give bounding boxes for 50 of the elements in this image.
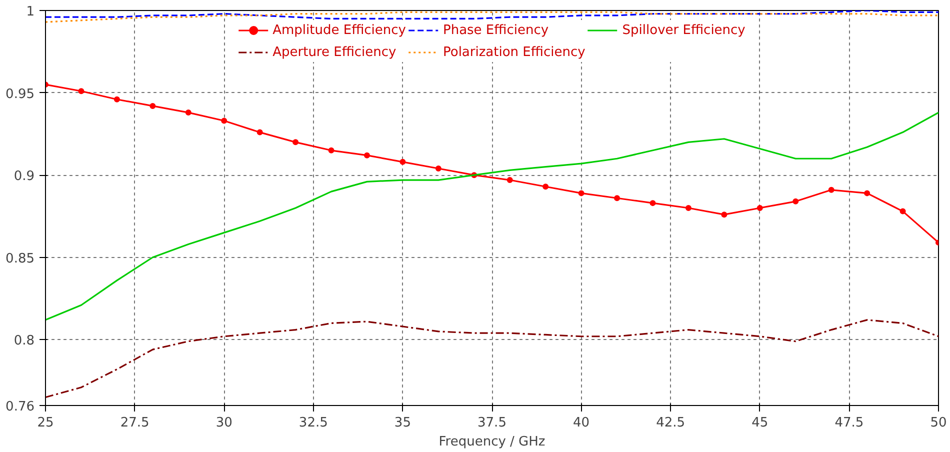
point — [792, 198, 799, 204]
line-series — [46, 11, 938, 23]
y-tick-label: 1 — [26, 4, 35, 20]
legend-label: Polarization Efficiency — [442, 44, 586, 60]
y-tick-label: 0.8 — [14, 334, 35, 349]
x-tick-label: 35 — [394, 416, 411, 430]
line-series — [46, 10, 938, 20]
x-tick-label: 45 — [752, 416, 768, 430]
point — [864, 190, 870, 196]
x-tick-label: 42.5 — [656, 416, 686, 430]
point — [650, 200, 656, 206]
point — [185, 110, 192, 116]
x-tick-label: 25 — [37, 416, 54, 430]
point — [114, 96, 120, 102]
point — [828, 186, 834, 193]
x-axis-title: Frequency / GHz — [438, 434, 546, 450]
legend-label: Phase Efficiency — [442, 22, 549, 38]
x-tick-label: 47.5 — [834, 416, 864, 430]
point — [542, 184, 549, 190]
point — [578, 190, 584, 196]
point — [150, 102, 156, 109]
x-tick-label: 32.5 — [298, 416, 328, 430]
y-tick-label: 0.76 — [6, 400, 35, 414]
point — [756, 205, 763, 211]
legend-label: Amplitude Efficiency — [272, 22, 406, 38]
y-tick-label: 0.9 — [14, 169, 35, 184]
x-tick-label: 50 — [930, 416, 947, 430]
point — [506, 177, 513, 184]
point — [900, 208, 906, 214]
point — [435, 166, 442, 172]
x-tick-label: 40 — [573, 416, 590, 430]
point — [400, 158, 406, 165]
point — [292, 139, 299, 146]
point — [221, 118, 228, 124]
x-tick-label: 30 — [216, 416, 232, 430]
point — [614, 195, 620, 202]
y-tick-label: 0.85 — [6, 251, 35, 266]
point — [685, 205, 692, 211]
legend-label: Aperture Efficiency — [272, 44, 396, 60]
point — [364, 152, 370, 158]
point — [721, 212, 728, 218]
point — [256, 129, 263, 136]
legend-label: Spillover Efficiency — [622, 22, 746, 38]
point — [78, 88, 84, 94]
point — [328, 147, 334, 154]
x-tick-label: 27.5 — [120, 416, 150, 430]
y-tick-label: 0.95 — [6, 86, 35, 102]
x-tick-label: 37.5 — [478, 416, 506, 430]
line-series — [46, 112, 938, 321]
line-series — [46, 319, 938, 398]
